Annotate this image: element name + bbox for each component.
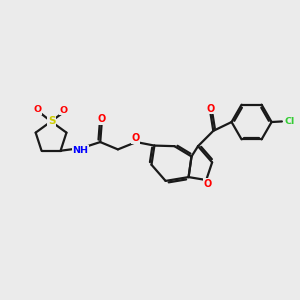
Text: O: O <box>98 114 106 124</box>
Text: O: O <box>60 106 68 115</box>
Text: O: O <box>204 178 212 189</box>
Text: S: S <box>48 116 56 126</box>
Text: O: O <box>206 104 214 114</box>
Text: NH: NH <box>73 146 88 155</box>
Text: Cl: Cl <box>284 117 294 126</box>
Text: O: O <box>131 133 140 143</box>
Text: O: O <box>34 105 42 114</box>
